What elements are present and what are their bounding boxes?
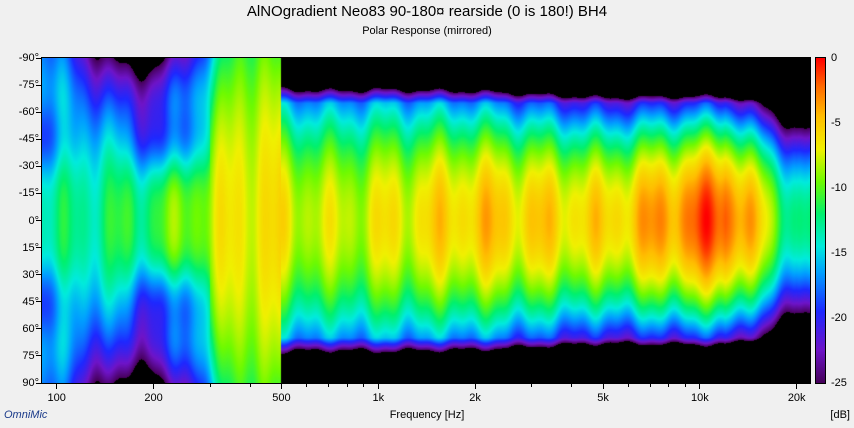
x-tick-mark [474,384,476,389]
y-tick-label: -45° [18,133,39,146]
y-tick-label: 30° [22,268,39,281]
x-tick-label: 5k [597,392,609,404]
x-tick-mark [699,384,701,389]
y-tick-mark [36,220,41,221]
y-tick-mark [36,84,41,86]
x-minor-tick [684,384,686,387]
x-tick-label: 100 [47,392,66,404]
x-tick-mark [56,384,58,389]
chart-subtitle: Polar Response (mirrored) [362,25,492,37]
y-tick-label: -90° [18,52,39,64]
x-tick-mark [377,384,379,389]
x-minor-tick [571,384,573,387]
y-tick-label: 60° [22,322,39,335]
y-tick-mark [36,247,41,249]
x-minor-tick [249,384,251,387]
y-tick-mark [36,138,41,140]
x-tick-mark [796,384,798,389]
x-tick-label: 500 [272,392,291,404]
brand-label: OmniMic [4,409,48,421]
colorbar-unit: [dB] [830,409,850,421]
y-tick-mark [36,165,41,167]
colorbar-tick-label: -25 [831,377,847,389]
chart-title: AlNOgradient Neo83 90-180¤ rearside (0 i… [246,3,608,20]
x-minor-tick [306,384,308,387]
colorbar-tick-label: -5 [831,117,841,129]
x-tick-mark [153,384,155,389]
x-tick-label: 1k [372,392,385,404]
x-minor-tick [649,384,651,387]
y-tick-label: -60° [18,106,39,119]
x-minor-tick [346,384,348,387]
x-tick-label: 2k [469,392,481,404]
colorbar-tick-label: -15 [831,247,847,259]
x-tick-label: 200 [144,392,163,404]
heatmap-canvas [42,58,810,383]
x-tick-label: 10k [691,392,709,404]
y-tick-label: 75° [22,349,39,362]
x-tick-label: 20k [787,392,806,404]
x-axis-label: Frequency [Hz] [389,409,465,421]
colorbar-tick-label: -20 [831,312,847,324]
x-minor-tick [363,384,365,387]
y-tick-mark [36,111,41,113]
x-minor-tick [209,384,211,387]
y-tick-label: -15° [18,187,39,200]
x-minor-tick [531,384,533,387]
y-tick-mark [36,355,41,357]
y-tick-label: 90° [22,377,39,389]
y-tick-label: -30° [18,160,39,173]
y-tick-label: 15° [22,241,39,254]
x-minor-tick [668,384,670,387]
colorbar [815,57,826,384]
colorbar-tick-label: 0 [831,52,838,64]
y-tick-mark [36,382,41,384]
x-minor-tick [327,384,329,387]
y-tick-mark [36,301,41,303]
y-tick-label: 45° [22,295,39,308]
x-minor-tick [628,384,630,387]
y-tick-mark [36,328,41,330]
colorbar-tick-label: -10 [831,182,847,194]
y-tick-mark [36,192,41,194]
plot-area [41,57,811,384]
y-tick-mark [36,274,41,276]
y-tick-label: -75° [18,79,39,92]
x-tick-mark [280,384,282,389]
y-tick-label: 0° [28,214,39,227]
y-tick-mark [36,57,41,59]
x-tick-mark [602,384,604,389]
